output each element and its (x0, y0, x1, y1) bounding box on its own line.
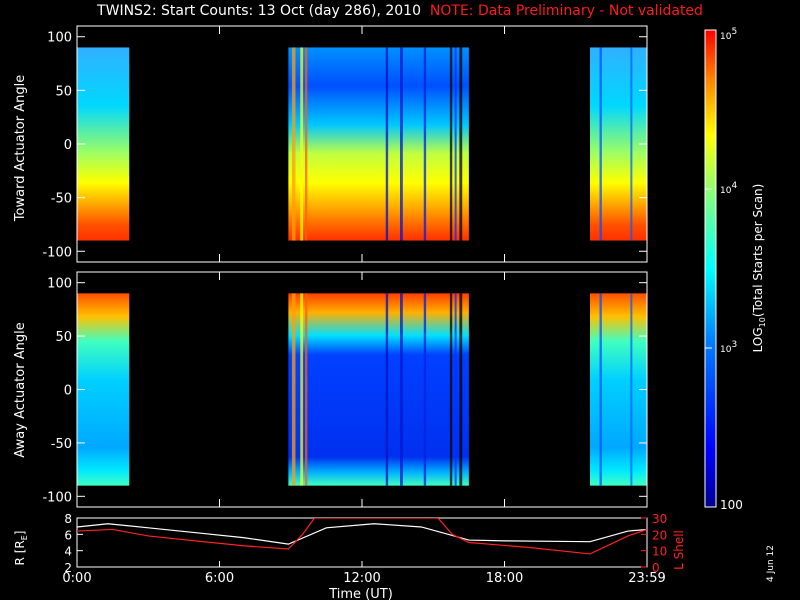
away-data-stripe (300, 293, 304, 486)
x-tick-label: 18:00 (486, 571, 523, 586)
date-stamp: 4 Jun 12 (766, 545, 776, 582)
orbit-ytick-label: 4 (64, 545, 72, 559)
toward-data-stripe (305, 47, 308, 241)
orbit-ytick-label: 8 (64, 512, 72, 526)
orbit-frame (76, 517, 648, 568)
toward-ytick-label: 100 (47, 31, 72, 46)
toward-data-stripe (454, 47, 457, 241)
away-data-stripe (305, 293, 308, 486)
colorbar-label-log: LOG (751, 327, 765, 352)
x-tick-label: 12:00 (343, 571, 380, 586)
away-ytick-label: -50 (51, 437, 72, 452)
x-tick-label: 0:00 (62, 571, 91, 586)
orbit-y2label: L Shell (672, 530, 686, 570)
orbit-y2tick-label: 10 (652, 545, 667, 559)
away-ytick-label: 0 (64, 384, 72, 399)
toward-ylabel: Toward Actuator Angle (13, 75, 28, 222)
colorbar-tick-label: 104 (720, 181, 737, 196)
orbit-panel: 2 4 6 8 0 10 20 30 0:00 6:00 12:00 18:00 23:59 (62, 512, 667, 586)
colorbar-label-rest: (Total Starts per Scan) (751, 184, 765, 318)
toward-ytick-label: -100 (42, 245, 72, 260)
colorbar-label-sub: 10 (758, 317, 767, 327)
x-tick-label: 23:59 (628, 571, 665, 586)
away-data-block (590, 293, 647, 486)
toward-data-stripe (400, 47, 403, 241)
away-data-stripe (423, 293, 427, 486)
x-axis-label: Time (UT) (328, 587, 393, 600)
orbit-ytick-label: 2 (64, 561, 72, 575)
toward-data-stripe (599, 47, 602, 241)
colorbar-tick-label: 105 (720, 27, 737, 42)
away-panel: 100 50 0 -50 -100 (42, 271, 648, 508)
toward-data-stripe (423, 47, 427, 241)
toward-panel: 100 50 0 -50 -100 (42, 25, 648, 263)
away-data-stripe (454, 293, 457, 486)
toward-data-stripe (449, 47, 453, 241)
toward-ytick-label: 50 (55, 84, 72, 99)
title-main: TWINS2: Start Counts: 13 Oct (day 286), … (97, 3, 421, 19)
orbit-y2tick-label: 30 (652, 512, 667, 526)
toward-data-block (590, 47, 647, 241)
colorbar-gradient (704, 29, 717, 508)
toward-ytick-label: 0 (64, 138, 72, 153)
toward-data-block (77, 47, 130, 241)
away-data-block (77, 293, 130, 486)
colorbar-tick-label: 103 (720, 340, 737, 355)
toward-data-block (288, 47, 469, 241)
orbit-ylabel-text: R [R (13, 540, 27, 565)
toward-ytick-label: -50 (51, 192, 72, 207)
away-data-stripe (630, 293, 633, 486)
away-data-stripe (449, 293, 453, 486)
orbit-y2tick-label: 20 (652, 528, 667, 542)
away-data-stripe (385, 293, 389, 486)
away-data-block (288, 293, 469, 486)
away-data-stripe (599, 293, 602, 486)
toward-data-stripe (630, 47, 633, 241)
away-data-stripe (400, 293, 403, 486)
toward-data-stripe (300, 47, 304, 241)
orbit-ylabel-sub: E (20, 535, 29, 540)
toward-data-stripe (385, 47, 389, 241)
r-series-line (77, 523, 647, 545)
toward-data-stripe (459, 47, 463, 241)
orbit-lines (77, 518, 647, 555)
colorbar-tick-label: 100 (720, 498, 743, 512)
orbit-ytick-label: 6 (64, 528, 72, 542)
away-ytick-label: 100 (47, 277, 72, 292)
away-ytick-label: 50 (55, 330, 72, 345)
title-note: NOTE: Data Preliminary - Not validated (429, 3, 703, 19)
chart-title: TWINS2: Start Counts: 13 Oct (day 286), … (0, 3, 800, 19)
away-data-stripe (291, 293, 296, 486)
away-ytick-label: -100 (42, 490, 72, 505)
colorbar-label: LOG10(Total Starts per Scan) (751, 184, 767, 353)
x-tick-label: 6:00 (205, 571, 234, 586)
toward-data-stripe (291, 47, 296, 241)
away-ylabel: Away Actuator Angle (13, 322, 28, 457)
colorbar-ticks: 105 104 103 100 (705, 27, 743, 512)
orbit-y2tick-label: 0 (652, 561, 660, 575)
orbit-ylabel-close: ] (13, 531, 27, 536)
lshell-series-line (77, 518, 647, 555)
orbit-ylabel: R [RE] (13, 531, 29, 566)
colorbar: 105 104 103 100 LOG10(Total Starts per Scan… (704, 27, 767, 512)
away-data-stripe (459, 293, 463, 486)
